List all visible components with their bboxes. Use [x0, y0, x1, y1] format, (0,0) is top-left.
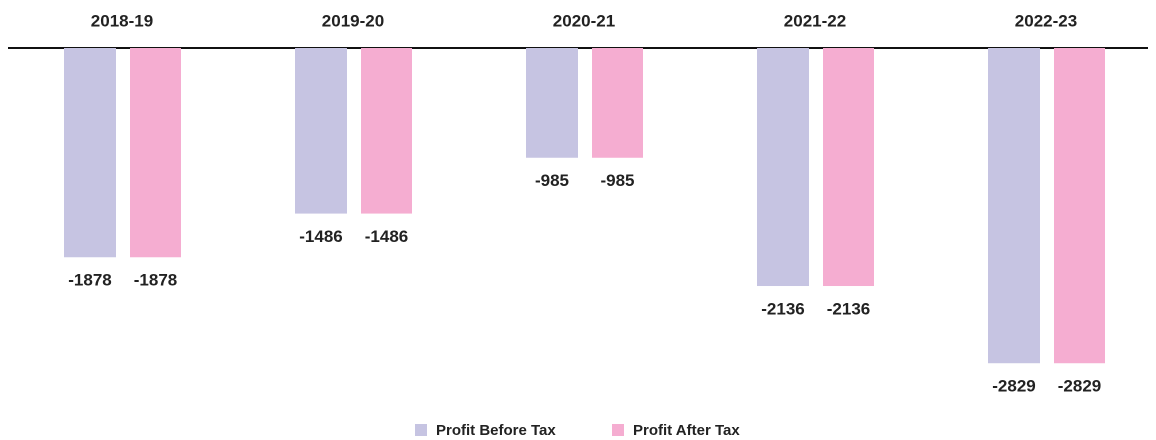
bar: [988, 48, 1040, 364]
bar: [757, 48, 809, 287]
data-label: -1486: [365, 227, 408, 246]
bar: [295, 48, 347, 214]
legend-swatch: [415, 424, 427, 436]
bar: [526, 48, 578, 158]
data-label: -985: [600, 171, 634, 190]
x-tick-label: 2020-21: [553, 11, 615, 30]
data-label: -985: [535, 171, 569, 190]
data-label: -2136: [827, 299, 870, 318]
x-tick-label: 2019-20: [322, 11, 384, 30]
legend-label: Profit Before Tax: [436, 422, 556, 439]
bar: [823, 48, 874, 287]
x-tick-label: 2018-19: [91, 11, 153, 30]
data-label: -1878: [68, 271, 111, 290]
data-label: -1486: [299, 227, 342, 246]
bar: [592, 48, 643, 158]
x-tick-label: 2021-22: [784, 11, 846, 30]
bar: [1054, 48, 1105, 364]
data-label: -1878: [134, 271, 177, 290]
data-label: -2829: [992, 377, 1035, 396]
legend-swatch: [612, 424, 624, 436]
data-label: -2829: [1058, 377, 1101, 396]
data-label: -2136: [761, 299, 804, 318]
legend-label: Profit After Tax: [633, 422, 740, 439]
bar: [361, 48, 412, 214]
bar: [130, 48, 181, 258]
bar: [64, 48, 116, 258]
x-tick-label: 2022-23: [1015, 11, 1077, 30]
